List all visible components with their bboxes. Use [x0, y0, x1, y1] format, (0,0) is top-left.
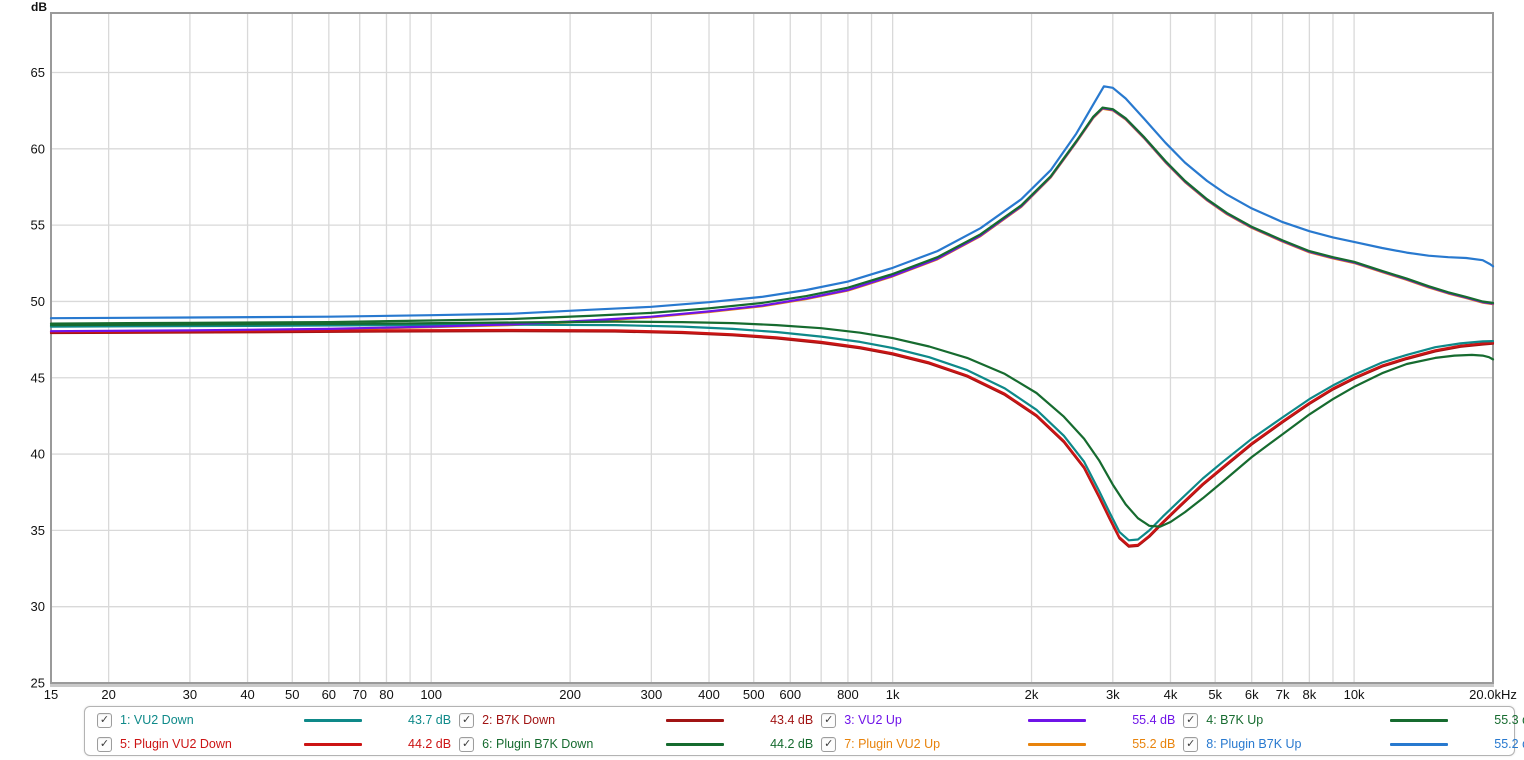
series-line-8 [49, 85, 1495, 320]
trace-color-swatch [304, 718, 362, 722]
x-tick-label: 7k [1276, 687, 1290, 702]
x-tick-label: 100 [420, 687, 442, 702]
x-tick-label: 60 [322, 687, 336, 702]
x-tick-label: 1k [886, 687, 900, 702]
y-tick-label: 55 [31, 218, 45, 233]
x-tick-label: 400 [698, 687, 720, 702]
x-tick-label: 200 [559, 687, 581, 702]
trace-color-swatch [1390, 742, 1449, 746]
series-line-5 [49, 328, 1495, 547]
trace-visible-checkbox[interactable]: ✓ [459, 736, 475, 752]
trace-visible-checkbox[interactable]: ✓ [97, 712, 112, 728]
legend-item: ✓ 1: VU2 Down 43.7 dB [89, 708, 451, 732]
legend-item: ✓ 2: B7K Down 43.4 dB [451, 708, 813, 732]
x-tick-label: 6k [1245, 687, 1259, 702]
legend-item: ✓ 3: VU2 Up 55.4 dB [813, 708, 1175, 732]
trace-average-value: 43.7 dB [408, 713, 452, 727]
trace-average-value: 44.2 dB [770, 737, 814, 751]
legend-panel: ✓ 1: VU2 Down 43.7 dB ✓ 5: Plugin VU2 Down 44… [84, 706, 1524, 756]
x-tick-label: 20.0kHz [1469, 687, 1517, 702]
x-tick-label: 800 [837, 687, 859, 702]
x-tick-label: 300 [641, 687, 663, 702]
trace-color-swatch [666, 742, 725, 746]
series-line-6 [49, 320, 1495, 528]
trace-color-swatch [1390, 718, 1449, 722]
x-tick-label: 500 [743, 687, 765, 702]
x-tick-label: 30 [183, 687, 197, 702]
trace-color-swatch [304, 742, 362, 746]
y-tick-label: 50 [31, 294, 45, 309]
x-tick-label: 3k [1106, 687, 1120, 702]
x-tick-label: 20 [101, 687, 115, 702]
y-tick-label: 30 [31, 599, 45, 614]
trace-label: 2: B7K Down [482, 713, 556, 727]
trace-label: 7: Plugin VU2 Up [844, 737, 941, 751]
x-tick-label: 600 [779, 687, 801, 702]
y-tick-label: 25 [31, 676, 45, 691]
trace-average-value: 43.4 dB [770, 713, 814, 727]
trace-average-value: 55.4 dB [1132, 713, 1176, 727]
x-tick-label: 15 [44, 687, 58, 702]
legend-item: ✓ 6: Plugin B7K Down 44.2 dB [451, 732, 813, 756]
trace-label: 6: Plugin B7K Down [482, 737, 594, 751]
x-tick-label: 8k [1303, 687, 1317, 702]
trace-color-swatch [666, 718, 725, 722]
x-tick-label: 10k [1344, 687, 1365, 702]
trace-visible-checkbox[interactable]: ✓ [1183, 736, 1199, 752]
x-tick-label: 70 [352, 687, 366, 702]
legend-item: ✓ 4: B7K Up 55.3 dB [1175, 708, 1524, 732]
trace-average-value: 55.2 dB [1132, 737, 1176, 751]
x-tick-label: 50 [285, 687, 299, 702]
trace-average-value: 44.2 dB [408, 737, 452, 751]
y-tick-label: 35 [31, 523, 45, 538]
legend-item: ✓ 7: Plugin VU2 Up 55.2 dB [813, 732, 1175, 756]
trace-visible-checkbox[interactable]: ✓ [1183, 712, 1199, 728]
trace-color-swatch [1028, 718, 1087, 722]
y-tick-label: 40 [31, 447, 45, 462]
x-tick-label: 2k [1025, 687, 1039, 702]
y-tick-label: 45 [31, 370, 45, 385]
trace-average-value: 55.2 dB [1494, 737, 1524, 751]
trace-label: 1: VU2 Down [120, 713, 194, 727]
x-tick-label: 5k [1208, 687, 1222, 702]
trace-visible-checkbox[interactable]: ✓ [97, 736, 112, 752]
trace-average-value: 55.3 dB [1494, 713, 1524, 727]
trace-visible-checkbox[interactable]: ✓ [821, 712, 837, 728]
trace-visible-checkbox[interactable]: ✓ [459, 712, 475, 728]
x-tick-label: 40 [240, 687, 254, 702]
plot-border [50, 12, 1494, 684]
trace-visible-checkbox[interactable]: ✓ [821, 736, 837, 752]
chart-plot[interactable]: 15 20 30 40 50 60 70 80 100 200 300 400 500 600 800 1k 2… [0, 0, 1524, 706]
legend-item: ✓ 8: Plugin B7K Up 55.2 dB [1175, 732, 1524, 756]
series-line-4 [49, 106, 1495, 325]
trace-label: 3: VU2 Up [844, 713, 902, 727]
series-line-1 [49, 323, 1495, 542]
trace-color-swatch [1028, 742, 1087, 746]
x-tick-label: 80 [379, 687, 393, 702]
trace-label: 5: Plugin VU2 Down [120, 737, 232, 751]
trace-label: 8: Plugin B7K Up [1206, 737, 1302, 751]
y-axis-unit-label: dB [31, 0, 47, 14]
trace-label: 4: B7K Up [1206, 713, 1264, 727]
y-tick-label: 60 [31, 141, 45, 156]
x-tick-label: 4k [1164, 687, 1178, 702]
y-tick-label: 65 [31, 65, 45, 80]
legend-item: ✓ 5: Plugin VU2 Down 44.2 dB [89, 732, 451, 756]
